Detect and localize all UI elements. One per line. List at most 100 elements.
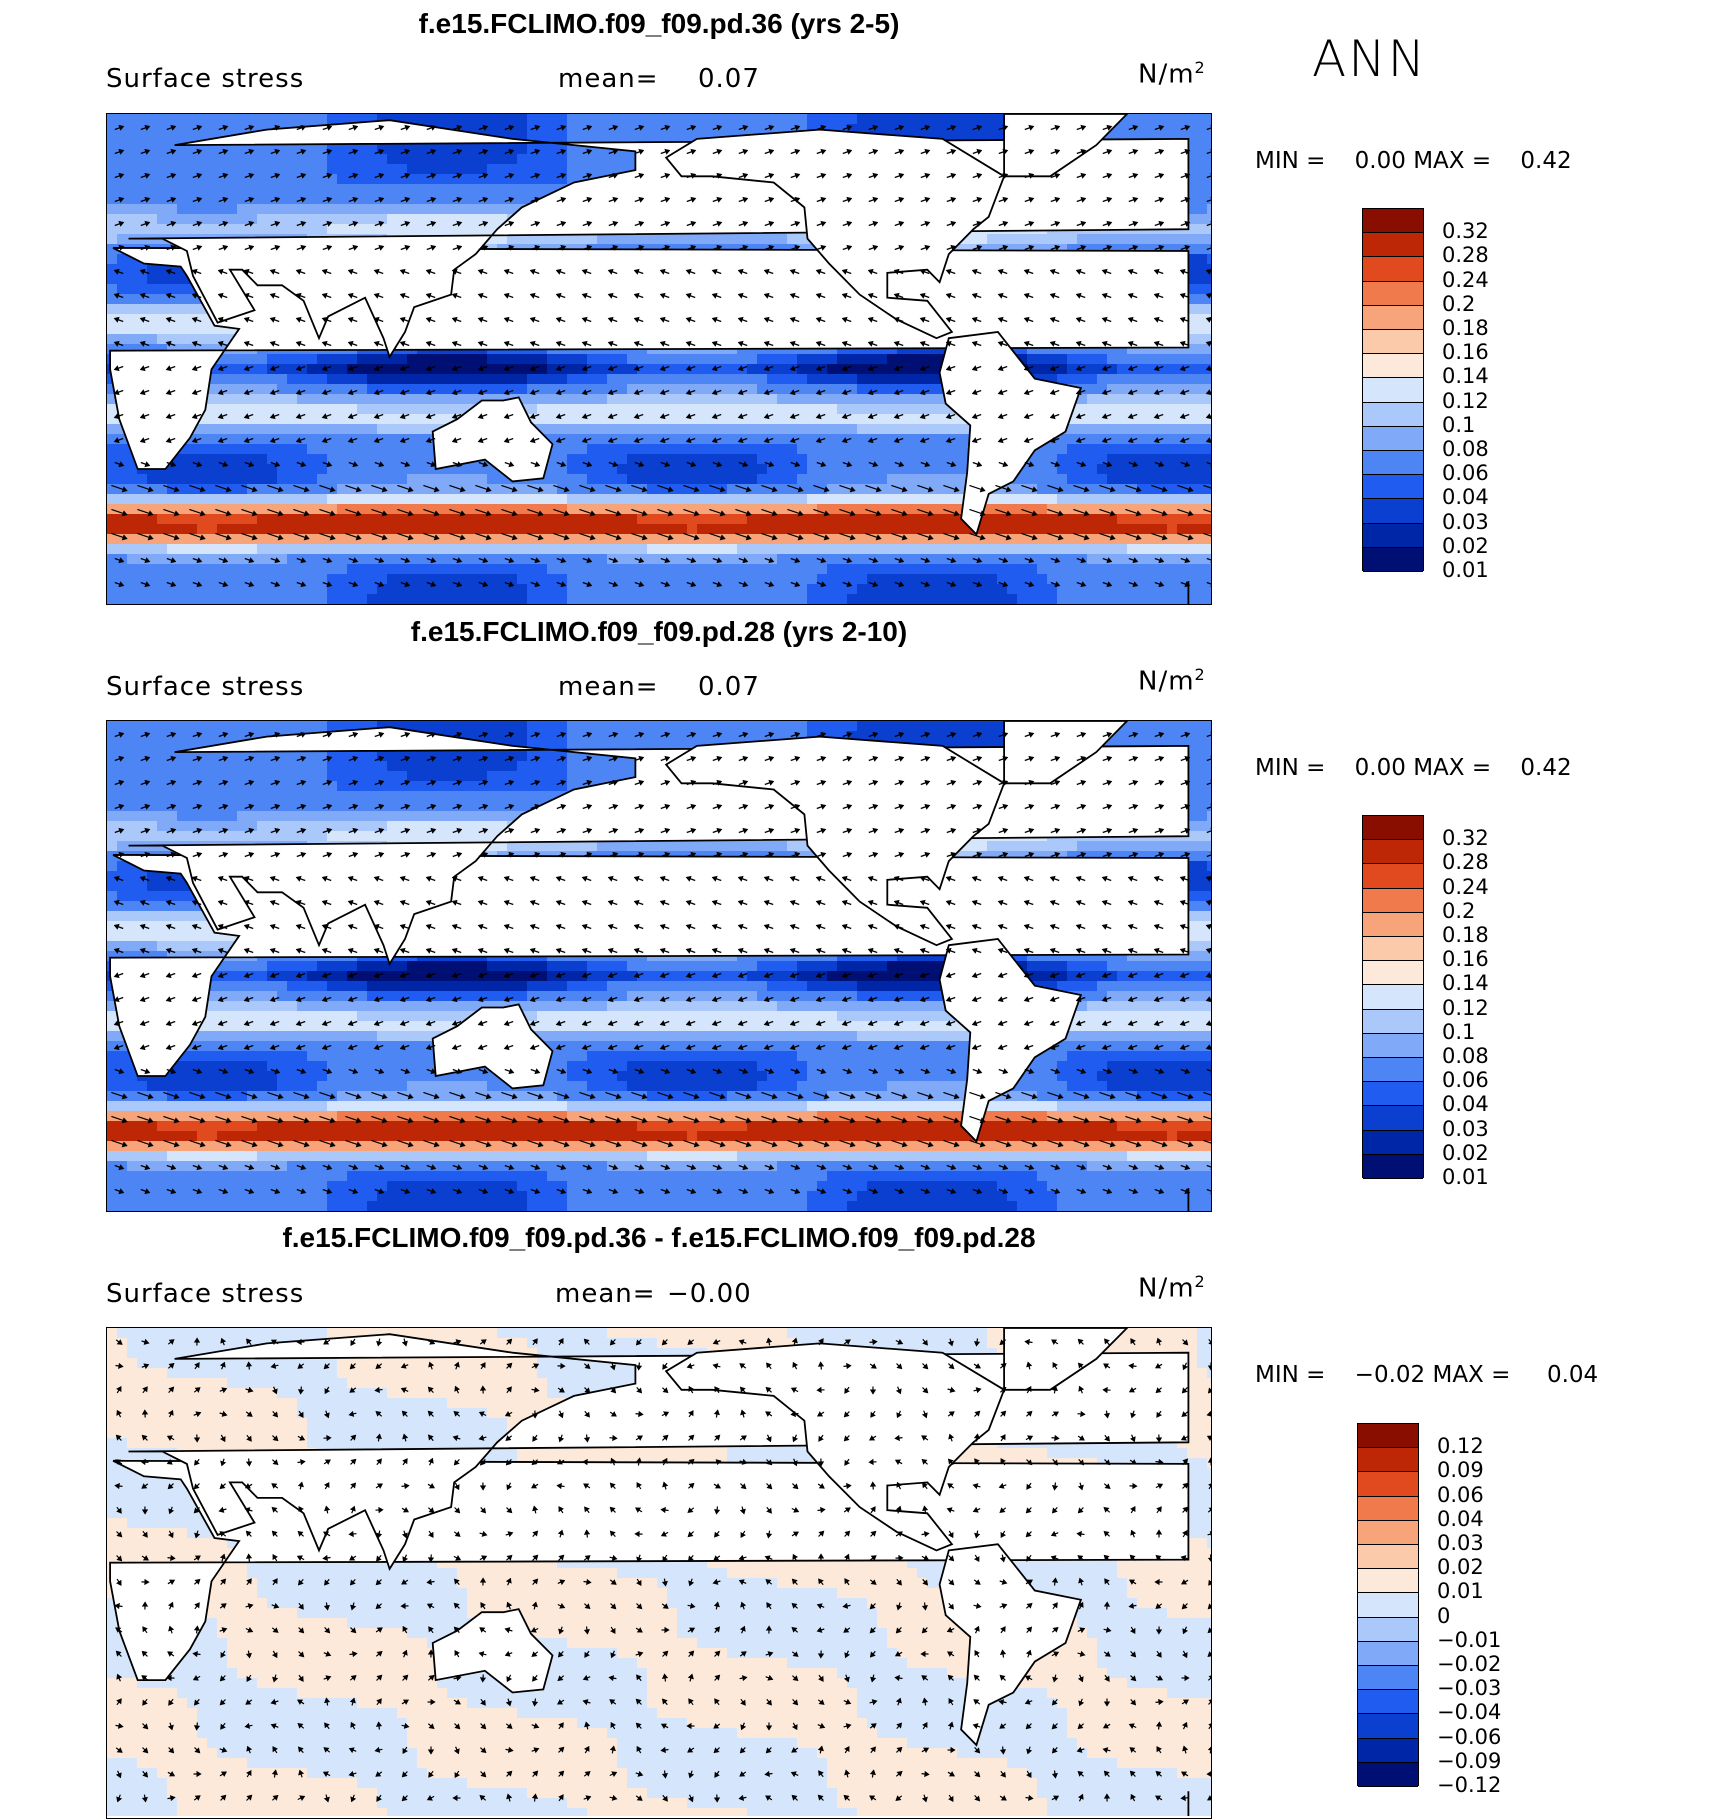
colorbar-swatch: [1358, 1763, 1418, 1787]
panel-2-title: f.e15.FCLIMO.f09_f09.pd.28 (yrs 2-10): [106, 616, 1212, 648]
colorbar-tick-label: 0.04: [1442, 485, 1489, 509]
panel-1-units: N/m2: [1138, 58, 1206, 90]
colorbar-swatch: [1358, 1593, 1418, 1617]
colorbar-swatch: [1363, 209, 1423, 233]
season-label: ANN: [1312, 30, 1427, 88]
colorbar-swatch: [1363, 985, 1423, 1009]
colorbar-tick-label: 0.02: [1437, 1555, 1484, 1579]
colorbar-swatch: [1358, 1497, 1418, 1521]
colorbar-swatch: [1363, 1155, 1423, 1179]
colorbar-swatch: [1363, 403, 1423, 427]
colorbar-swatch: [1358, 1521, 1418, 1545]
colorbar-tick-label: 0.06: [1437, 1483, 1484, 1507]
colorbar-swatch: [1363, 1131, 1423, 1155]
colorbar-tick-label: 0.02: [1442, 534, 1489, 558]
colorbar-tick-label: 0.01: [1437, 1579, 1484, 1603]
colorbar-tick-label: 0.32: [1442, 826, 1489, 850]
colorbar-swatch: [1363, 1010, 1423, 1034]
colorbar-tick-label: −0.09: [1437, 1749, 1501, 1773]
colorbar-swatch: [1363, 257, 1423, 281]
colorbar-tick-label: 0.16: [1442, 947, 1489, 971]
colorbar-swatch: [1358, 1545, 1418, 1569]
colorbar-swatch: [1363, 524, 1423, 548]
colorbar-tick-label: 0.18: [1442, 923, 1489, 947]
colorbar-swatch: [1363, 937, 1423, 961]
colorbar-swatch: [1363, 378, 1423, 402]
colorbar-tick-label: 0.24: [1442, 268, 1489, 292]
colorbar-tick-label: 0.28: [1442, 850, 1489, 874]
colorbar-swatch: [1363, 330, 1423, 354]
colorbar-tick-label: 0.06: [1442, 461, 1489, 485]
panel-2-minmax: MIN = 0.00 MAX = 0.42: [1255, 755, 1572, 781]
colorbar-swatch: [1363, 840, 1423, 864]
colorbar-swatch: [1363, 1058, 1423, 1082]
colorbar-tick-label: 0.1: [1442, 1020, 1475, 1044]
colorbar-swatch: [1358, 1714, 1418, 1738]
colorbar-swatch: [1363, 233, 1423, 257]
colorbar-tick-label: −0.01: [1437, 1628, 1501, 1652]
colorbar-tick-label: 0.09: [1437, 1458, 1484, 1482]
colorbar-box: [1362, 208, 1424, 571]
panel-3-title: f.e15.FCLIMO.f09_f09.pd.36 - f.e15.FCLIM…: [106, 1222, 1212, 1254]
colorbar-tick-label: 0.12: [1437, 1434, 1484, 1458]
colorbar-swatch: [1363, 816, 1423, 840]
colorbar-swatch: [1363, 548, 1423, 572]
panel-1-map: [106, 113, 1212, 605]
colorbar-swatch: [1363, 451, 1423, 475]
colorbar-swatch: [1363, 1082, 1423, 1106]
colorbar-swatch: [1363, 961, 1423, 985]
colorbar-swatch: [1358, 1424, 1418, 1448]
panel-3-mean-value: −0.00: [667, 1279, 752, 1309]
colorbar-box: [1357, 1423, 1419, 1786]
panel-2-variable: Surface stress: [106, 672, 304, 702]
panel-3-map: [106, 1327, 1212, 1819]
colorbar-swatch: [1363, 889, 1423, 913]
colorbar-swatch: [1363, 282, 1423, 306]
colorbar-swatch: [1363, 475, 1423, 499]
panel-2-map: [106, 720, 1212, 1212]
colorbar-swatch: [1358, 1690, 1418, 1714]
colorbar-swatch: [1363, 499, 1423, 523]
panel-1-variable: Surface stress: [106, 64, 304, 94]
colorbar-swatch: [1358, 1448, 1418, 1472]
colorbar-tick-label: 0.03: [1442, 1117, 1489, 1141]
colorbar-tick-label: 0.01: [1442, 558, 1489, 582]
colorbar-tick-label: 0.02: [1442, 1141, 1489, 1165]
colorbar-tick-label: −0.04: [1437, 1700, 1501, 1724]
colorbar-tick-label: 0.18: [1442, 316, 1489, 340]
panel-3-units: N/m2: [1138, 1272, 1206, 1304]
colorbar-tick-label: 0: [1437, 1604, 1450, 1628]
colorbar-swatch: [1358, 1666, 1418, 1690]
colorbar-swatch: [1363, 1106, 1423, 1130]
colorbar-tick-label: 0.08: [1442, 437, 1489, 461]
colorbar-tick-label: −0.06: [1437, 1725, 1501, 1749]
colorbar-tick-label: 0.04: [1442, 1092, 1489, 1116]
colorbar-tick-label: 0.12: [1442, 389, 1489, 413]
colorbar-swatch: [1363, 1034, 1423, 1058]
panel-2-mean-label: mean=: [558, 672, 659, 702]
colorbar-swatch: [1363, 427, 1423, 451]
colorbar-box: [1362, 815, 1424, 1178]
panel-1-mean-label: mean=: [558, 64, 659, 94]
colorbar-tick-label: 0.16: [1442, 340, 1489, 364]
colorbar-tick-label: 0.28: [1442, 243, 1489, 267]
colorbar-swatch: [1358, 1739, 1418, 1763]
panel-3-variable: Surface stress: [106, 1279, 304, 1309]
colorbar-tick-label: 0.06: [1442, 1068, 1489, 1092]
colorbar-tick-label: 0.24: [1442, 875, 1489, 899]
colorbar-swatch: [1358, 1642, 1418, 1666]
colorbar-tick-label: 0.14: [1442, 364, 1489, 388]
colorbar-tick-label: −0.12: [1437, 1773, 1501, 1797]
colorbar-swatch: [1363, 864, 1423, 888]
colorbar-tick-label: 0.2: [1442, 899, 1475, 923]
colorbar-swatch: [1358, 1472, 1418, 1496]
panel-1-mean-value: 0.07: [698, 64, 760, 94]
colorbar-tick-label: 0.03: [1437, 1531, 1484, 1555]
panel-1-minmax: MIN = 0.00 MAX = 0.42: [1255, 148, 1572, 174]
colorbar-tick-label: 0.12: [1442, 996, 1489, 1020]
colorbar-swatch: [1363, 913, 1423, 937]
colorbar-tick-label: −0.02: [1437, 1652, 1501, 1676]
colorbar-tick-label: 0.1: [1442, 413, 1475, 437]
colorbar-tick-label: 0.04: [1437, 1507, 1484, 1531]
colorbar-swatch: [1358, 1569, 1418, 1593]
